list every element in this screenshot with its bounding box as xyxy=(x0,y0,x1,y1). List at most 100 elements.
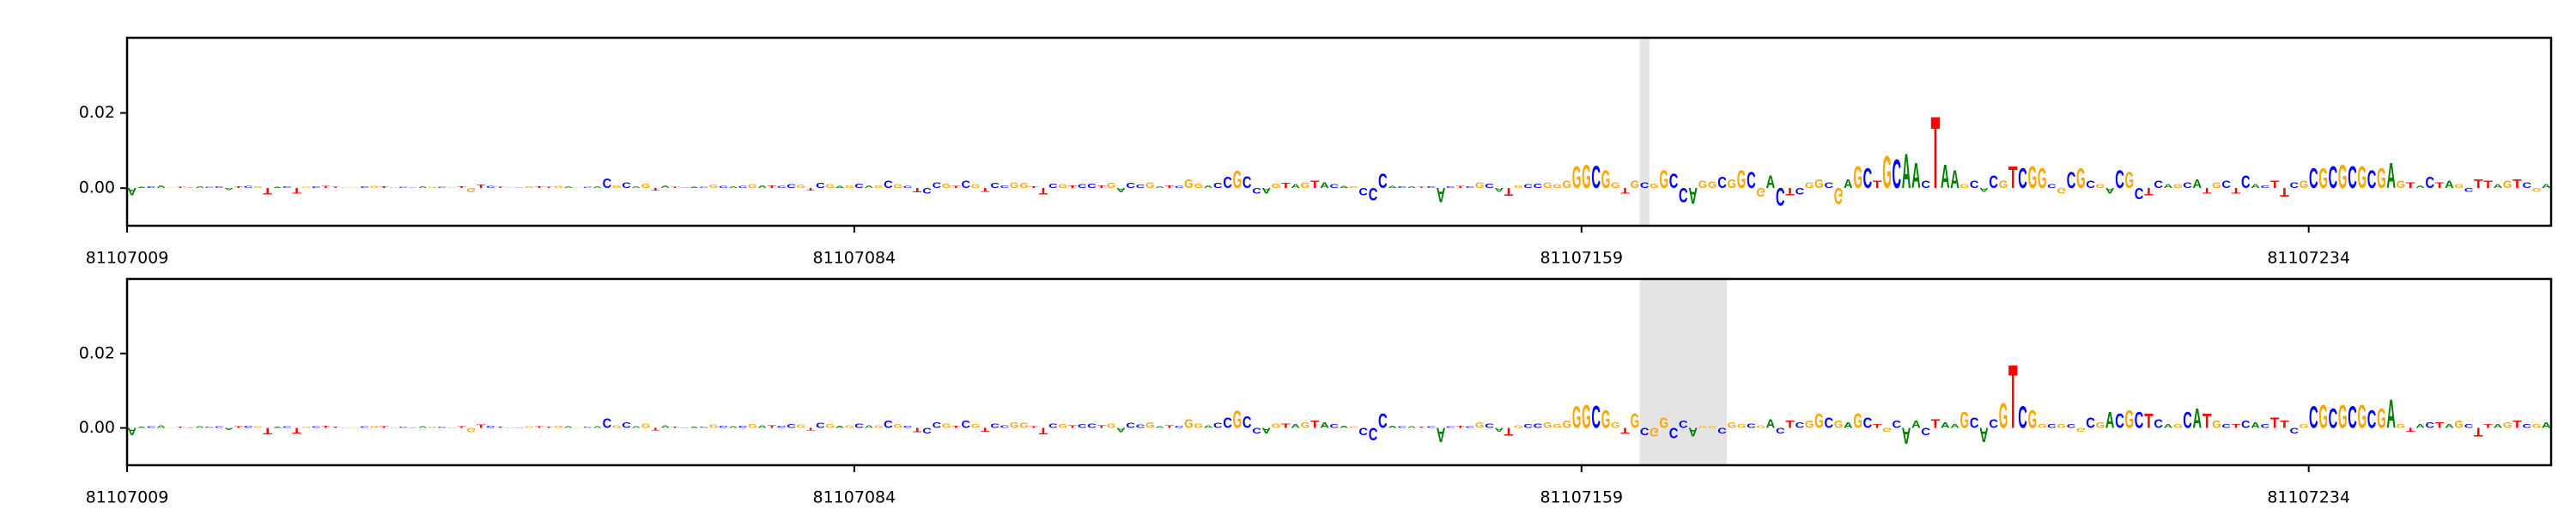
base-letter: C xyxy=(2464,187,2474,193)
base-letter: C xyxy=(2115,165,2124,194)
base-letter: T xyxy=(1417,187,1426,189)
base-letter: G xyxy=(1514,424,1523,428)
base-letter: T xyxy=(1281,182,1291,190)
base-letter: G xyxy=(2377,162,2386,194)
base-letter: T xyxy=(1873,423,1882,429)
base-letter: C xyxy=(1126,182,1135,190)
base-letter: T xyxy=(2406,181,2415,190)
base-letter: T xyxy=(806,427,816,432)
base-letter: C xyxy=(1776,427,1785,435)
base-letter: C xyxy=(2241,173,2251,192)
base-letter: C xyxy=(2183,181,2192,190)
base-letter: G xyxy=(428,187,437,189)
base-letter: G xyxy=(2028,161,2038,195)
base-letter: C xyxy=(1223,174,1232,191)
base-letter: T xyxy=(380,426,389,428)
base-letter: T xyxy=(234,426,244,428)
base-letter: C xyxy=(1078,423,1087,429)
base-letter: A xyxy=(273,187,283,189)
plot-frame xyxy=(125,36,2553,227)
base-letter: G xyxy=(574,427,583,428)
base-letter: T xyxy=(185,187,195,188)
base-letter: T xyxy=(292,427,301,435)
base-letter: A xyxy=(1116,187,1126,194)
base-letter: A xyxy=(418,426,428,428)
base-letter: G xyxy=(2503,421,2512,430)
base-letter: G xyxy=(1145,181,1155,191)
base-letter: G xyxy=(167,187,176,188)
base-letter: C xyxy=(1523,423,1533,429)
x-tick-label: 81107159 xyxy=(1540,488,1623,507)
base-letter: G xyxy=(1194,183,1203,190)
base-letter: T xyxy=(1931,416,1941,431)
base-letter: A xyxy=(1407,186,1417,189)
x-tick-label: 81107234 xyxy=(2267,249,2350,268)
base-letter: T xyxy=(951,425,961,428)
base-letter: G xyxy=(1631,179,1640,191)
base-letter: T xyxy=(2202,186,2212,195)
base-letter: C xyxy=(1892,419,1901,430)
base-letter: G xyxy=(1272,183,1281,190)
base-letter: C xyxy=(922,426,932,435)
base-letter: G xyxy=(2532,423,2542,429)
base-letter: G xyxy=(525,185,534,188)
base-letter: G xyxy=(2532,187,2542,193)
base-letter: C xyxy=(2309,400,2318,434)
base-letter: T xyxy=(768,425,777,429)
base-letter: C xyxy=(884,419,893,430)
base-letter: C xyxy=(1523,184,1533,190)
base-letter: G xyxy=(1999,179,2008,191)
base-letter: T xyxy=(2144,186,2154,197)
base-letter: G xyxy=(2076,427,2086,433)
base-letter: G xyxy=(1019,421,1029,429)
base-letter: A xyxy=(1262,186,1272,195)
base-letter: C xyxy=(884,179,893,191)
base-letter: C xyxy=(719,425,728,428)
base-letter: G xyxy=(1737,423,1747,429)
base-letter: G xyxy=(1805,181,1814,190)
base-letter: G xyxy=(2212,181,2221,190)
base-letter: A xyxy=(1844,421,1853,430)
base-letter: G xyxy=(845,425,854,429)
base-letter: G xyxy=(1552,423,1562,429)
base-letter: C xyxy=(2047,423,2057,429)
base-letter: T xyxy=(544,427,554,428)
base-letter: G xyxy=(1853,161,1862,195)
base-letter: T xyxy=(2406,427,2415,433)
base-letter: C xyxy=(1591,399,1601,434)
base-letter: G xyxy=(1756,424,1765,428)
base-letter: G xyxy=(942,422,951,429)
base-letter: C xyxy=(1078,184,1087,190)
panel: A A C A G T T A C CAT C G T A C T G C T T A G C G T A C C A G C A T GT C T A… xyxy=(79,277,2553,507)
base-letter: C xyxy=(1426,426,1436,428)
base-letter: A xyxy=(1941,158,1950,196)
base-letter: T xyxy=(321,185,331,189)
base-letter: C xyxy=(2367,405,2377,433)
base-letter: G xyxy=(302,427,312,428)
base-letter: C xyxy=(2522,423,2531,429)
base-letter: A xyxy=(660,425,670,429)
base-letter: A xyxy=(2494,184,2503,190)
base-letter: C xyxy=(1485,183,1494,190)
base-letter: C xyxy=(1446,186,1455,189)
base-letter: G xyxy=(1107,182,1116,190)
base-letter: G xyxy=(1475,181,1485,190)
base-letter: T xyxy=(1504,426,1514,439)
base-letter: A xyxy=(865,185,874,189)
base-letter: T xyxy=(1068,425,1078,429)
base-letter: G xyxy=(1834,419,1844,430)
base-letter: C xyxy=(1679,184,1688,207)
base-letter: C xyxy=(2289,427,2299,435)
base-letter: C xyxy=(2135,407,2144,433)
base-letter: C xyxy=(2047,184,2057,190)
base-letter: A xyxy=(1340,425,1349,428)
base-letter: T xyxy=(2008,346,2018,447)
base-letter: G xyxy=(1010,181,1019,190)
base-letter: C xyxy=(312,426,321,428)
base-letter: G xyxy=(1882,427,1892,433)
base-letter: C xyxy=(2348,400,2357,434)
base-letter: T xyxy=(331,187,340,189)
base-letter: C xyxy=(1970,179,1979,191)
base-letter: G xyxy=(845,185,854,189)
base-letter: G xyxy=(2124,167,2134,193)
